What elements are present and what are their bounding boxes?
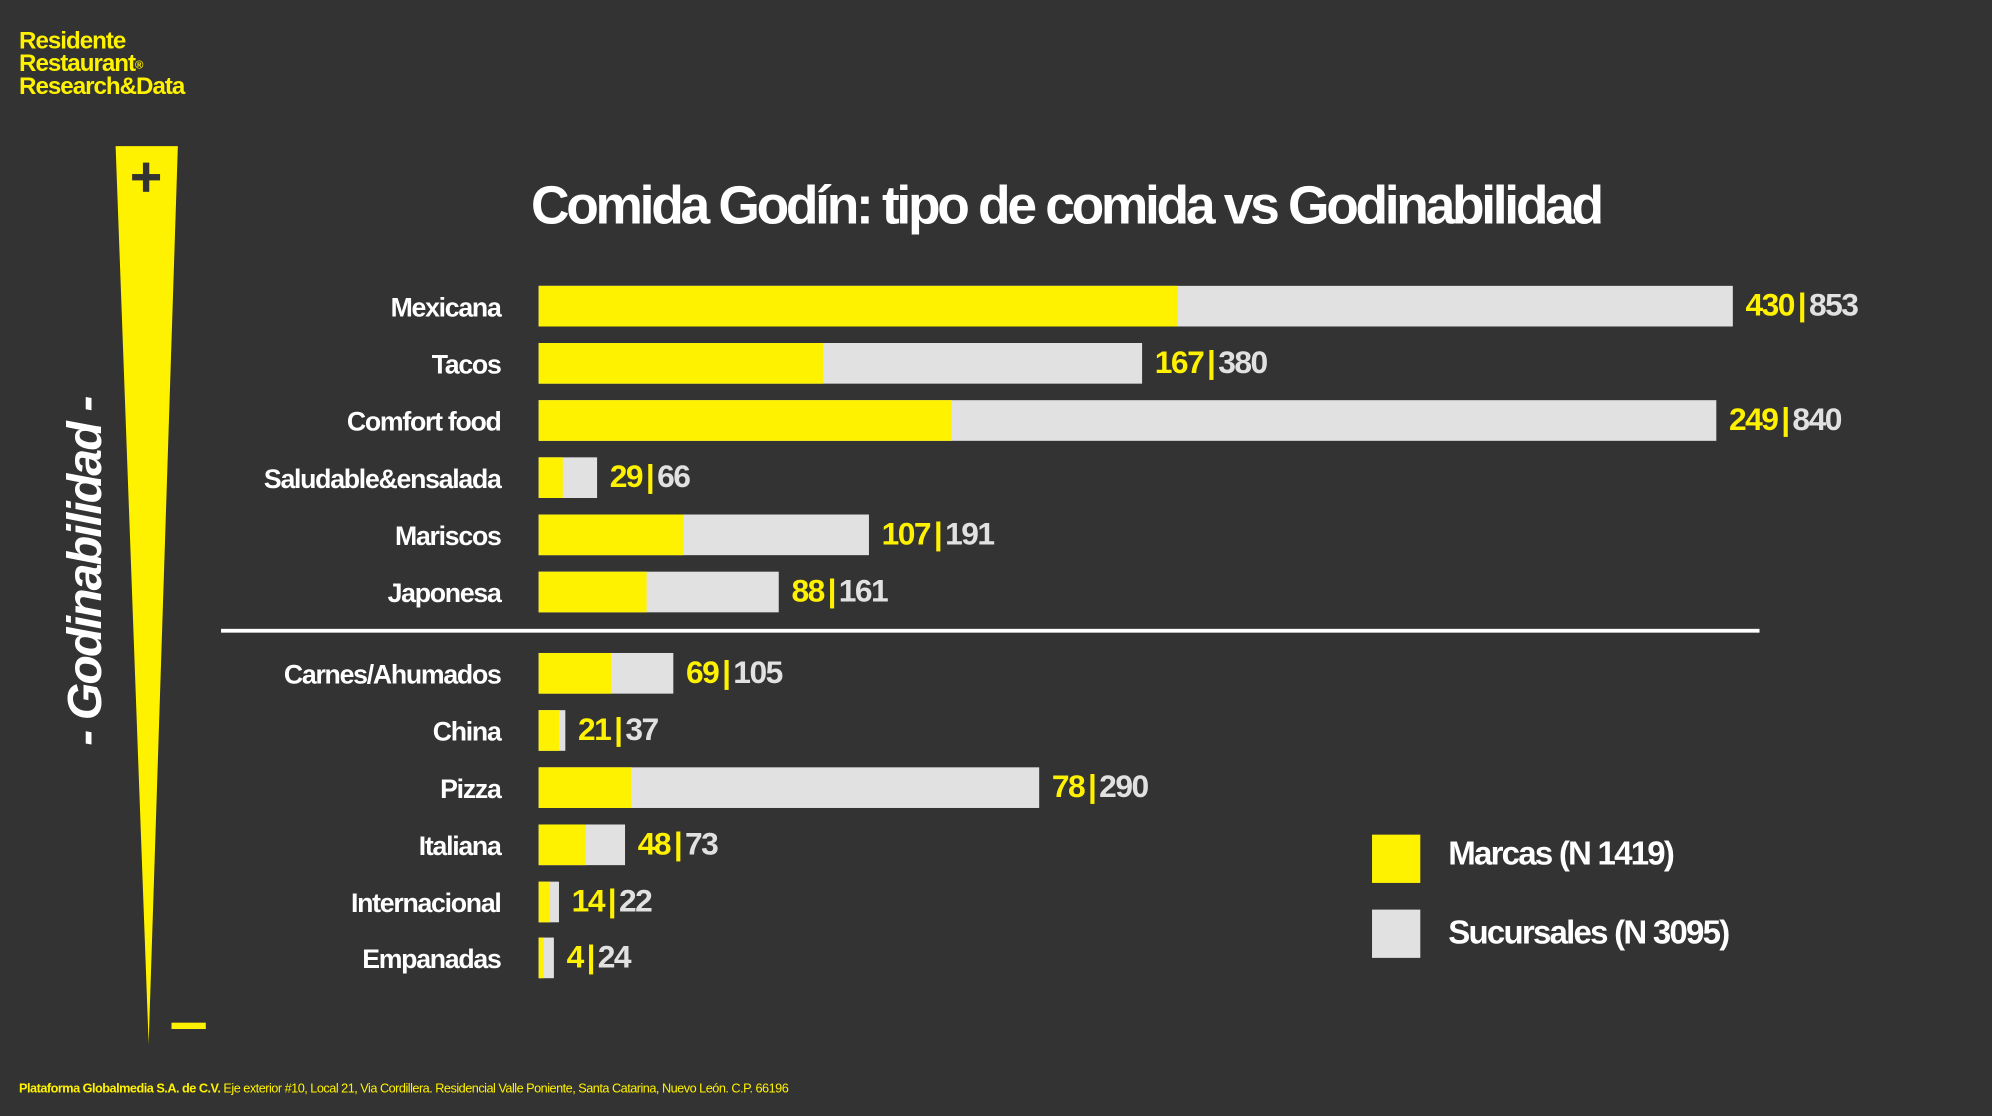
plus-icon-vertical [142, 162, 150, 192]
value-label: 88 | 161 [791, 573, 889, 611]
value-sucursales: 22 [618, 883, 653, 920]
value-separator: | [586, 939, 596, 976]
godinabilidad-wedge [115, 146, 178, 1045]
value-separator: | [645, 459, 655, 495]
registered-mark: ® [134, 58, 143, 72]
wedge-shape [115, 146, 178, 1045]
value-separator: | [614, 712, 623, 748]
value-label: 69 | 105 [686, 654, 783, 692]
category-label: Japonesa [387, 579, 502, 609]
value-label: 107 | 191 [881, 516, 995, 553]
value-label: 167 | 380 [1154, 344, 1268, 382]
bar-marcas [538, 514, 684, 556]
bar-marcas [538, 937, 544, 979]
category-label: Italiana [418, 832, 502, 862]
logo-line: Restaurant® [19, 50, 184, 78]
value-separator: | [1087, 769, 1097, 805]
category-label: Pizza [440, 774, 502, 805]
value-sucursales: 853 [1808, 287, 1859, 324]
value-sucursales: 66 [657, 459, 691, 495]
minus-icon [171, 1022, 206, 1030]
value-marcas: 430 [1745, 287, 1796, 324]
value-sucursales: 840 [1792, 402, 1842, 438]
value-marcas: 4 [566, 939, 585, 976]
category-label: Internacional [351, 889, 502, 919]
bar-marcas [538, 652, 612, 694]
value-sucursales: 191 [945, 516, 995, 552]
value-label: 48 | 73 [637, 826, 719, 863]
category-label: Saludable&ensalada [263, 464, 502, 495]
bar-marcas [538, 824, 586, 866]
value-marcas: 48 [637, 826, 672, 862]
value-sucursales: 380 [1218, 344, 1268, 381]
value-separator: | [1797, 287, 1807, 324]
value-marcas: 78 [1051, 769, 1086, 805]
value-label: 78 | 290 [1051, 769, 1149, 806]
bar-marcas [538, 571, 647, 613]
value-separator: | [722, 654, 731, 691]
value-marcas: 21 [578, 712, 612, 748]
value-label: 14 | 22 [571, 883, 653, 921]
value-separator: | [827, 573, 837, 610]
footer: Plataforma Globalmedia S.A. de C.V. Eje … [19, 1082, 789, 1097]
legend-swatch-sucursales [1372, 909, 1421, 958]
value-marcas: 167 [1154, 344, 1205, 381]
value-label: 29 | 66 [609, 459, 691, 496]
value-marcas: 29 [609, 459, 644, 495]
chart-title: Comida Godín: tipo de comida vs Godinabi… [531, 175, 1604, 236]
logo-line: Residente [19, 27, 126, 55]
value-label: 249 | 840 [1729, 402, 1842, 439]
value-separator: | [1207, 344, 1216, 381]
legend-swatch-marcas [1372, 834, 1421, 883]
value-sucursales: 161 [838, 573, 889, 610]
bar-marcas [538, 457, 563, 498]
value-marcas: 107 [881, 516, 932, 552]
bar-marcas [538, 400, 952, 441]
value-marcas: 249 [1729, 402, 1779, 438]
value-separator: | [673, 826, 683, 862]
y-axis-label: - Godinabilidad - [59, 397, 113, 746]
value-separator: | [1781, 402, 1790, 438]
category-label: China [432, 717, 502, 747]
category-label: Tacos [431, 350, 502, 380]
value-marcas: 88 [791, 573, 825, 610]
value-separator: | [607, 883, 617, 920]
value-sucursales: 37 [625, 712, 659, 748]
logo-line: Research&Data [19, 73, 185, 101]
category-label: Comfort food [346, 407, 502, 438]
logo: Residente Restaurant® Research&Data [19, 27, 185, 101]
legend-label-sucursales: Sucursales (N 3095) [1448, 912, 1730, 951]
value-label: 430 | 853 [1745, 287, 1859, 325]
bar-marcas [538, 881, 551, 923]
category-label: Mariscos [395, 522, 502, 552]
value-marcas: 14 [571, 883, 606, 920]
bar-marcas [538, 343, 824, 384]
value-label: 21 | 37 [578, 712, 659, 749]
footer-company: Plataforma Globalmedia S.A. de C.V. [19, 1082, 221, 1097]
legend-label-marcas: Marcas (N 1419) [1448, 834, 1675, 873]
value-separator: | [933, 516, 943, 552]
logo-text: Restaurant [19, 50, 136, 78]
category-label: Carnes/Ahumados [283, 660, 502, 690]
category-label: Empanadas [362, 945, 502, 975]
bar-marcas [538, 710, 559, 751]
value-sucursales: 290 [1099, 769, 1149, 805]
footer-address: Eje exterior #10, Local 21, Via Cordille… [223, 1082, 789, 1097]
value-sucursales: 73 [685, 826, 719, 862]
value-marcas: 69 [686, 654, 720, 691]
value-sucursales: 24 [597, 939, 632, 976]
group-divider [221, 628, 1760, 633]
bar-marcas [538, 767, 632, 808]
category-label: Mexicana [390, 293, 502, 323]
value-sucursales: 105 [733, 654, 783, 691]
bar-marcas [538, 285, 1178, 327]
value-label: 4 | 24 [566, 939, 632, 976]
